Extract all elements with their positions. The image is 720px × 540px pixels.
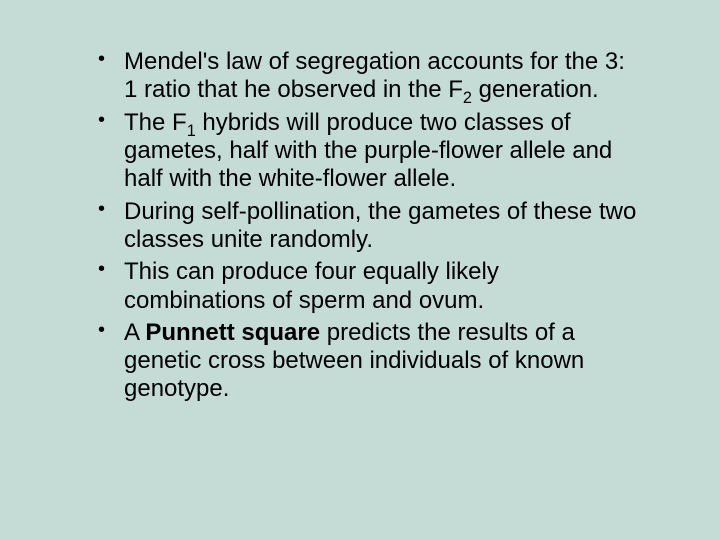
bullet-text: The F <box>124 109 187 136</box>
subscript-text: 2 <box>463 89 472 107</box>
bullet-item: During self-pollination, the gametes of … <box>92 198 640 255</box>
bullet-item: This can produce four equally likely com… <box>92 258 640 315</box>
bullet-list: Mendel's law of segregation accounts for… <box>92 48 640 404</box>
bold-text: Punnett square <box>145 319 320 346</box>
bullet-item: Mendel's law of segregation accounts for… <box>92 48 640 105</box>
bullet-text: hybrids will produce two classes of game… <box>124 109 612 193</box>
bullet-text: generation. <box>472 76 599 103</box>
bullet-text: During self-pollination, the gametes of … <box>124 198 636 253</box>
bullet-text: A <box>124 319 145 346</box>
bullet-item: The F1 hybrids will produce two classes … <box>92 109 640 194</box>
bullet-item: A Punnett square predicts the results of… <box>92 319 640 404</box>
slide: Mendel's law of segregation accounts for… <box>0 0 720 540</box>
bullet-text: This can produce four equally likely com… <box>124 258 499 313</box>
